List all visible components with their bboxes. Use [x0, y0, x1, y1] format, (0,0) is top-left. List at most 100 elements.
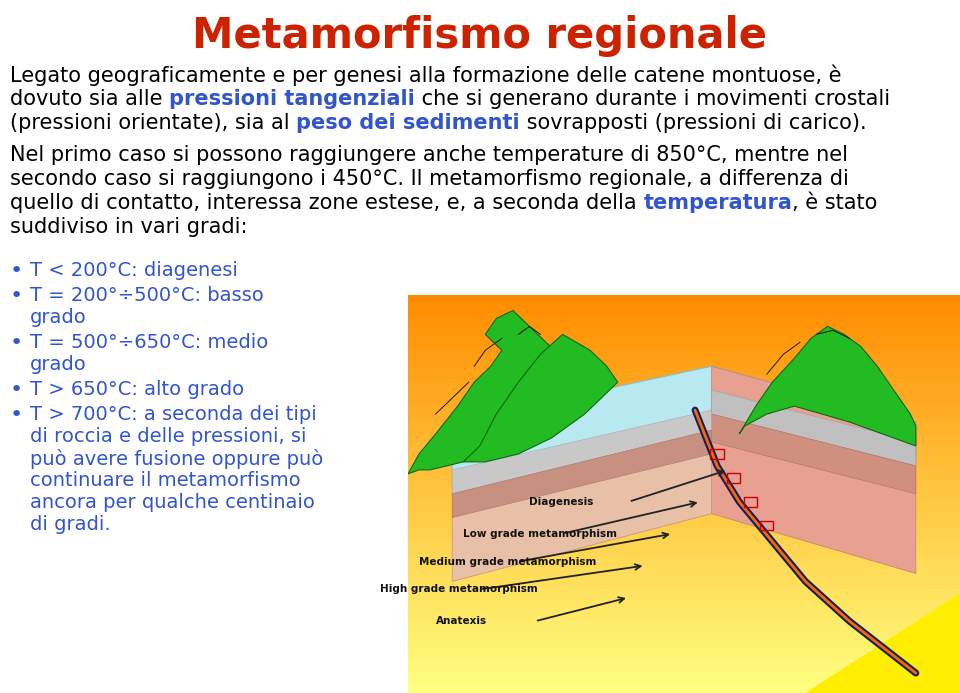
Bar: [408, 620, 960, 626]
Bar: [408, 467, 960, 474]
Text: Legato geograficamente e per genesi alla formazione delle catene montuose, è: Legato geograficamente e per genesi alla…: [10, 65, 842, 87]
Bar: [744, 497, 756, 507]
Bar: [408, 626, 960, 633]
Bar: [408, 454, 960, 461]
Polygon shape: [711, 414, 916, 493]
Bar: [408, 301, 960, 308]
Text: peso dei sedimenti: peso dei sedimenti: [297, 113, 520, 133]
Text: che si generano durante i movimenti crostali: che si generano durante i movimenti cros…: [415, 89, 890, 109]
Polygon shape: [711, 390, 916, 466]
Bar: [408, 554, 960, 560]
Bar: [408, 354, 960, 361]
Bar: [408, 567, 960, 574]
Text: può avere fusione oppure può: può avere fusione oppure può: [30, 449, 324, 469]
Text: •: •: [10, 286, 23, 306]
Text: •: •: [10, 380, 23, 400]
Text: T < 200°C: diagenesi: T < 200°C: diagenesi: [30, 261, 238, 280]
Bar: [408, 633, 960, 640]
Bar: [408, 587, 960, 593]
Text: •: •: [10, 261, 23, 281]
Bar: [408, 374, 960, 381]
Text: Low grade metamorphism: Low grade metamorphism: [463, 529, 617, 538]
Bar: [408, 574, 960, 580]
Bar: [408, 580, 960, 587]
Polygon shape: [408, 310, 574, 474]
Text: Diagenesis: Diagenesis: [530, 497, 594, 507]
Bar: [408, 600, 960, 606]
Bar: [710, 449, 724, 459]
Bar: [408, 461, 960, 467]
Bar: [408, 335, 960, 341]
Bar: [408, 441, 960, 447]
Text: Medium grade metamorphism: Medium grade metamorphism: [419, 556, 596, 566]
Bar: [408, 394, 960, 401]
Bar: [408, 493, 960, 500]
Polygon shape: [452, 367, 916, 474]
Bar: [408, 560, 960, 567]
Bar: [408, 606, 960, 613]
Text: suddiviso in vari gradi:: suddiviso in vari gradi:: [10, 217, 248, 237]
Bar: [408, 315, 960, 321]
Text: Metamorfismo regionale: Metamorfismo regionale: [193, 15, 767, 57]
Text: grado: grado: [30, 308, 86, 327]
Bar: [408, 514, 960, 520]
Bar: [408, 295, 960, 301]
Bar: [408, 673, 960, 680]
Bar: [408, 414, 960, 421]
Polygon shape: [452, 414, 711, 581]
Bar: [408, 613, 960, 620]
Bar: [408, 686, 960, 693]
Bar: [408, 474, 960, 480]
Text: temperatura: temperatura: [643, 193, 792, 213]
Polygon shape: [452, 430, 711, 518]
Text: ancora per qualche centinaio: ancora per qualche centinaio: [30, 493, 315, 512]
Text: T = 200°÷500°C: basso: T = 200°÷500°C: basso: [30, 286, 264, 305]
Bar: [408, 520, 960, 527]
Text: T > 700°C: a seconda dei tipi: T > 700°C: a seconda dei tipi: [30, 405, 317, 424]
Text: , è stato: , è stato: [792, 193, 877, 213]
Polygon shape: [739, 326, 916, 446]
Text: •: •: [10, 333, 23, 353]
Bar: [408, 407, 960, 414]
Bar: [408, 653, 960, 660]
Bar: [408, 527, 960, 534]
Bar: [727, 473, 740, 482]
Text: grado: grado: [30, 355, 86, 374]
Bar: [408, 401, 960, 407]
Text: pressioni tangenziali: pressioni tangenziali: [169, 89, 415, 109]
Bar: [408, 428, 960, 434]
Bar: [760, 521, 774, 530]
Bar: [408, 348, 960, 354]
Polygon shape: [463, 335, 618, 462]
Bar: [408, 541, 960, 547]
Bar: [408, 500, 960, 507]
Bar: [408, 381, 960, 387]
Text: Anatexis: Anatexis: [436, 616, 487, 626]
Text: dovuto sia alle: dovuto sia alle: [10, 89, 169, 109]
Bar: [408, 647, 960, 653]
Text: secondo caso si raggiungono i 450°C. Il metamorfismo regionale, a differenza di: secondo caso si raggiungono i 450°C. Il …: [10, 169, 849, 189]
Text: T > 650°C: alto grado: T > 650°C: alto grado: [30, 380, 244, 399]
Text: Nel primo caso si possono raggiungere anche temperature di 850°C, mentre nel: Nel primo caso si possono raggiungere an…: [10, 145, 848, 165]
Polygon shape: [711, 367, 916, 574]
Text: (pressioni orientate), sia al: (pressioni orientate), sia al: [10, 113, 297, 133]
Bar: [408, 487, 960, 493]
Text: di roccia e delle pressioni, si: di roccia e delle pressioni, si: [30, 427, 306, 446]
Bar: [408, 640, 960, 647]
Bar: [408, 321, 960, 328]
Polygon shape: [452, 410, 711, 493]
Bar: [408, 680, 960, 686]
Bar: [408, 367, 960, 374]
Text: sovrapposti (pressioni di carico).: sovrapposti (pressioni di carico).: [520, 113, 867, 133]
Text: continuare il metamorfismo: continuare il metamorfismo: [30, 471, 300, 490]
Text: High grade metamorphism: High grade metamorphism: [380, 584, 539, 595]
Bar: [408, 660, 960, 667]
Polygon shape: [805, 593, 960, 693]
Bar: [408, 434, 960, 441]
Bar: [408, 308, 960, 315]
Bar: [408, 480, 960, 487]
Bar: [408, 507, 960, 514]
Text: di gradi.: di gradi.: [30, 515, 110, 534]
Bar: [408, 341, 960, 348]
Bar: [408, 387, 960, 394]
